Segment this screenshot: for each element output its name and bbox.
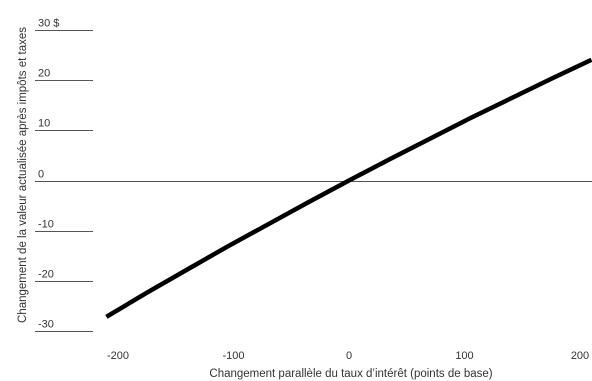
y-axis-label: Changement de la valeur actualisée après…: [17, 27, 29, 323]
x-tick-label: 200: [571, 350, 589, 362]
y-tick-label: -10: [38, 219, 54, 231]
x-tick-label: 0: [346, 350, 352, 362]
y-tick-label: -30: [38, 319, 54, 331]
x-tick-label: -200: [107, 350, 129, 362]
x-tick-label: 100: [455, 350, 473, 362]
x-axis: -200 -100 0 100 200: [107, 350, 589, 362]
y-tick-label: 10: [38, 118, 50, 130]
x-axis-label: Changement parallèle du taux d’intérêt (…: [209, 368, 492, 380]
series-line: [105, 57, 592, 319]
y-tick-label: 30 $: [38, 18, 59, 30]
y-axis: 30 $ 20 10 0 -10 -20 -30: [35, 18, 592, 332]
y-tick-label: -20: [38, 269, 54, 281]
y-tick-label: 20: [38, 68, 50, 80]
y-tick-label: 0: [38, 169, 44, 181]
x-tick-label: -100: [222, 350, 244, 362]
